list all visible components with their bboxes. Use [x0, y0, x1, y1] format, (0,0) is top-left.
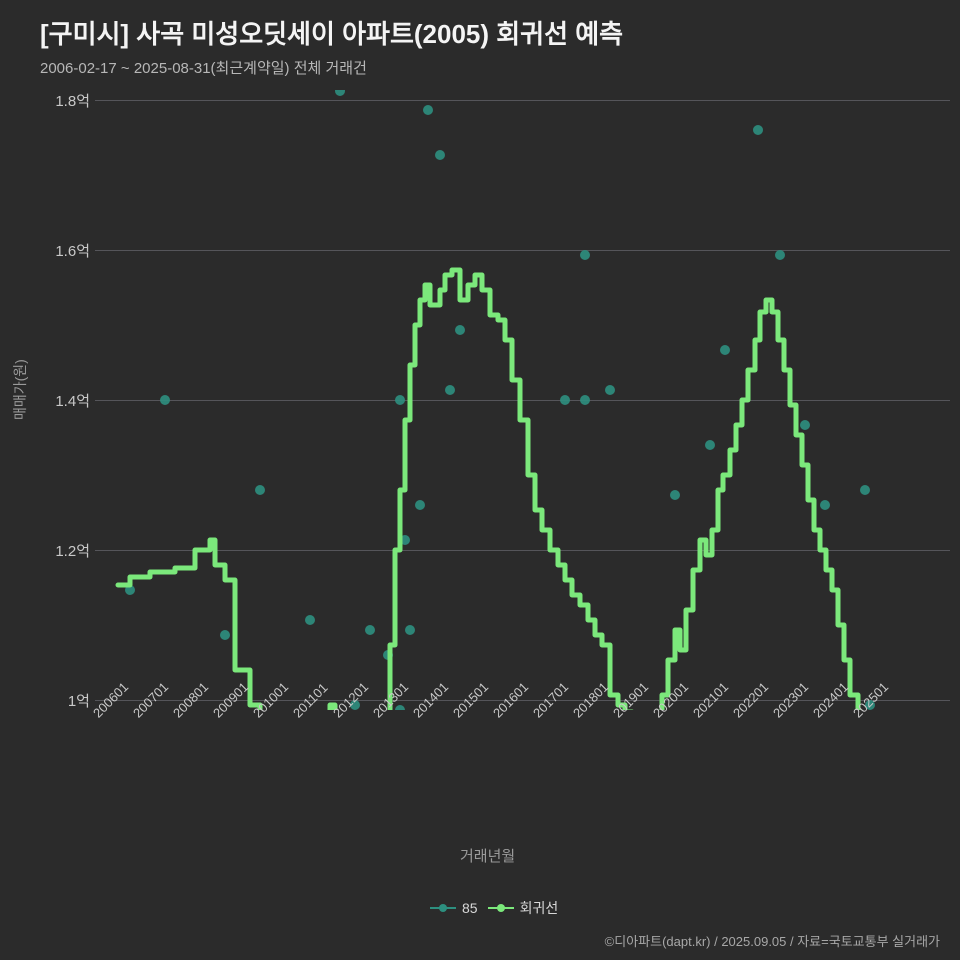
- legend-item-scatter[interactable]: 85: [430, 900, 478, 916]
- plot-area: 매매가(원) 1.8억 1.6억 1.4억 1.2억 1억: [0, 90, 960, 710]
- chart-svg: [0, 90, 960, 710]
- chart-subtitle: 2006-02-17 ~ 2025-08-31(최근계약일) 전체 거래건: [40, 57, 623, 78]
- xaxis-labels: 200601 200701 200801 200901 201001 20110…: [0, 710, 960, 800]
- regression-legend-label: 회귀선: [520, 898, 559, 918]
- scatter-legend-label: 85: [462, 900, 478, 916]
- footer-text: ©디아파트(dapt.kr) / 2025.09.05 / 자료=국토교통부 실…: [605, 931, 940, 950]
- header: [구미시] 사곡 미성오딧세이 아파트(2005) 회귀선 예측 2006-02…: [40, 14, 623, 78]
- xaxis-title: 거래년월: [460, 845, 515, 866]
- legend: 85 회귀선: [430, 898, 558, 918]
- chart-root: [구미시] 사곡 미성오딧세이 아파트(2005) 회귀선 예측 2006-02…: [0, 0, 960, 960]
- regression-legend-swatch: [488, 907, 514, 909]
- scatter-legend-swatch: [430, 907, 456, 909]
- regression-line: [118, 270, 882, 710]
- legend-item-regression[interactable]: 회귀선: [488, 898, 559, 918]
- chart-title: [구미시] 사곡 미성오딧세이 아파트(2005) 회귀선 예측: [40, 14, 623, 51]
